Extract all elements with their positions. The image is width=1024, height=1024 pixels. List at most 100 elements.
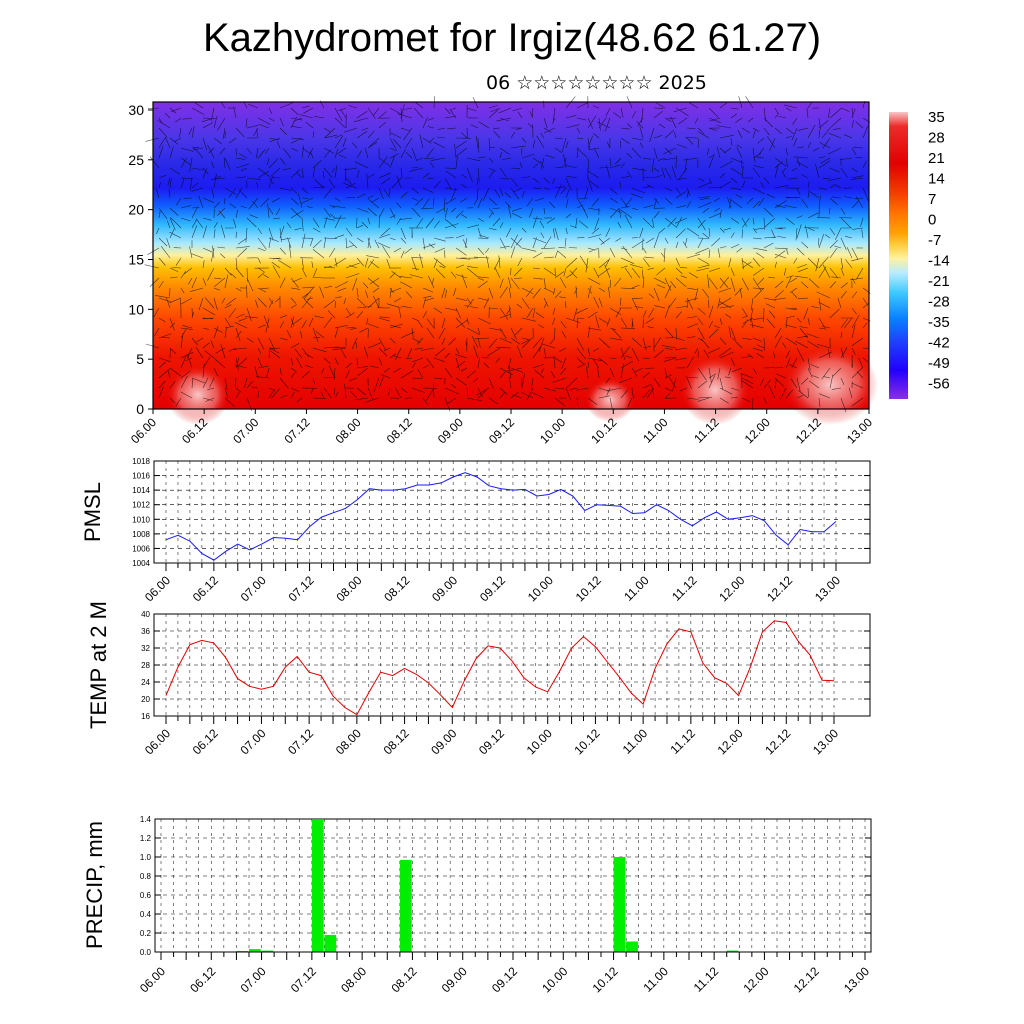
cs-x-tick-label: 08.00: [333, 415, 364, 446]
x-tick-label: 09.12: [489, 964, 520, 995]
colorbar-bar: [889, 112, 908, 399]
x-tick-label: 11.12: [669, 573, 700, 604]
y-tick-label: 1004: [132, 559, 150, 568]
cs-x-tick-label: 11.00: [640, 415, 671, 446]
y-tick-label: 0.8: [140, 872, 152, 881]
x-tick-label: 12.12: [762, 726, 793, 757]
x-tick-label: 08.00: [333, 573, 364, 604]
colorbar-label: -56: [928, 376, 950, 393]
colorbar-label: -21: [928, 273, 950, 290]
y-tick-label: 1018: [132, 457, 150, 466]
x-tick-label: 07.12: [286, 573, 317, 604]
temp-ylabel: TEMP at 2 M: [86, 601, 111, 729]
x-tick-label: 12.12: [791, 964, 822, 995]
colorbar-label: 7: [928, 191, 936, 208]
colorbar-label: 28: [928, 130, 945, 147]
x-tick-label: 10.12: [590, 964, 621, 995]
x-tick-label: 10.12: [573, 573, 604, 604]
cs-y-tick-label: 0: [136, 401, 144, 417]
precip-bar: [261, 950, 274, 952]
x-tick-label: 13.00: [841, 964, 872, 995]
y-tick-label: 36: [141, 627, 150, 636]
x-tick-label: 11.12: [667, 726, 698, 757]
x-tick-label: 13.00: [812, 573, 843, 604]
cs-x-tick-label: 10.00: [537, 415, 568, 446]
temp-series-line: [165, 620, 835, 716]
precip-bar: [249, 949, 261, 952]
precip-panel: 0.0 0.2 0.4 0.6 0.8 1.0 1.2 1.4 06.00 06.12 07.00 0…: [82, 815, 872, 995]
y-tick-label: 1.4: [140, 815, 152, 824]
x-tick-label: 06.00: [137, 964, 168, 995]
temp-panel: 16 20 24 28 32 36 40 06.00 06.12 07.00 07.12 08.00 0…: [86, 601, 871, 757]
y-tick-label: 1014: [132, 486, 150, 495]
x-tick-label: 08.12: [388, 964, 419, 995]
temp-axes: 16 20 24 28 32 36 40 06.00 06.12 07.00 07.12 08.00 0…: [141, 610, 870, 757]
y-tick-label: 0.0: [140, 948, 152, 957]
precip-grid: [155, 819, 871, 952]
colorbar-label: -42: [928, 335, 950, 352]
pmsl-axes: 1004 1006 1008 1010 1012 1014 1016 1018 06.00 06.…: [132, 457, 870, 604]
x-tick-label: 10.00: [525, 573, 556, 604]
cross-section-y-axis: 0 5 10 15 20 25 30: [128, 102, 153, 417]
x-tick-label: 08.00: [338, 964, 369, 995]
precip-bar: [613, 857, 626, 952]
x-tick-label: 08.12: [381, 726, 412, 757]
pmsl-ylabel: PMSL: [80, 482, 105, 542]
x-tick-label: 11.12: [691, 964, 722, 995]
colorbar-label: 21: [928, 150, 945, 167]
x-tick-label: 12.00: [715, 726, 746, 757]
x-tick-label: 11.00: [640, 964, 671, 995]
cs-y-tick-label: 20: [128, 202, 144, 218]
y-tick-label: 1016: [132, 472, 150, 481]
x-tick-label: 09.12: [477, 573, 508, 604]
y-tick-label: 1012: [132, 501, 150, 510]
x-tick-label: 07.12: [288, 964, 319, 995]
x-tick-label: 07.00: [238, 573, 269, 604]
y-tick-label: 16: [141, 712, 150, 721]
cs-x-tick-label: 08.12: [384, 415, 415, 446]
temp-grid: [154, 614, 870, 716]
colorbar-label: -28: [928, 294, 950, 311]
cs-x-tick-label: 07.00: [230, 415, 261, 446]
colorbar-labels: 35 28 21 14 7 0 -7 -14 -21 -28 -35 -42 -49 -56: [928, 109, 950, 393]
precip-ylabel: PRECIP, mm: [82, 821, 107, 949]
precip-bar: [399, 859, 412, 952]
pmsl-panel: 1004 1006 1008 1010 1012 1014 1016 1018 06.00 06.…: [80, 457, 871, 604]
x-tick-label: 10.12: [571, 726, 602, 757]
precip-bar: [726, 950, 739, 952]
hotspot-3: [680, 355, 750, 425]
x-tick-label: 13.00: [810, 726, 841, 757]
hotspot-1: [166, 365, 230, 425]
cs-y-tick-label: 15: [128, 251, 144, 267]
chart-subtitle: 06 ☆☆☆☆☆☆☆☆ 2025: [486, 72, 707, 94]
x-tick-label: 09.00: [429, 573, 460, 604]
y-tick-label: 1006: [132, 544, 150, 553]
cs-x-tick-label: 06.00: [128, 415, 159, 446]
x-tick-label: 11.00: [620, 726, 651, 757]
colorbar-label: 14: [928, 171, 945, 188]
x-tick-label: 07.12: [285, 726, 316, 757]
precip-bar: [311, 820, 324, 952]
x-tick-label: 09.00: [428, 726, 459, 757]
x-tick-label: 06.00: [142, 573, 173, 604]
colorbar-label: -7: [928, 232, 941, 249]
cs-x-tick-label: 09.00: [435, 415, 466, 446]
y-tick-label: 1.0: [140, 853, 152, 862]
cs-y-tick-label: 10: [128, 301, 144, 317]
y-tick-label: 1008: [132, 530, 150, 539]
x-tick-label: 10.00: [539, 964, 570, 995]
x-tick-label: 06.12: [187, 964, 218, 995]
pmsl-series-line: [165, 472, 837, 561]
pmsl-frame: [153, 460, 871, 564]
colorbar-label: 35: [928, 109, 945, 126]
colorbar-label: -49: [928, 355, 950, 372]
pmsl-grid: [154, 461, 870, 563]
colorbar-label: -14: [928, 253, 950, 270]
y-tick-label: 1.2: [140, 834, 152, 843]
x-tick-label: 06.12: [190, 726, 221, 757]
precip-axes: 0.0 0.2 0.4 0.6 0.8 1.0 1.2 1.4 06.00 06.12 07.00 0…: [137, 815, 872, 995]
cs-x-tick-label: 07.12: [281, 415, 312, 446]
x-tick-label: 11.00: [621, 573, 652, 604]
y-tick-label: 28: [141, 661, 150, 670]
